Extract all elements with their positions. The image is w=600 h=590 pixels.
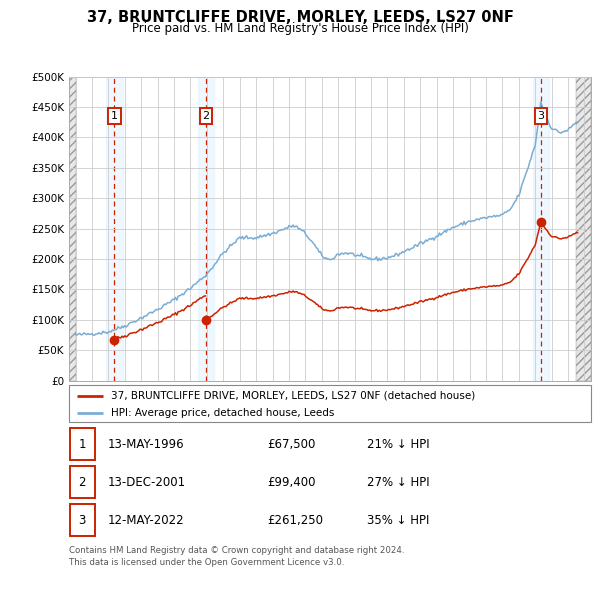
Text: 3: 3 [79, 514, 86, 527]
Text: 2: 2 [78, 476, 86, 489]
Text: HPI: Average price, detached house, Leeds: HPI: Average price, detached house, Leed… [111, 408, 334, 418]
Text: 2: 2 [203, 111, 209, 121]
Text: Contains HM Land Registry data © Crown copyright and database right 2024.
This d: Contains HM Land Registry data © Crown c… [69, 546, 404, 567]
Bar [69, 77, 76, 381]
Text: £67,500: £67,500 [268, 438, 316, 451]
Text: 37, BRUNTCLIFFE DRIVE, MORLEY, LEEDS, LS27 0NF (detached house): 37, BRUNTCLIFFE DRIVE, MORLEY, LEEDS, LS… [111, 391, 475, 401]
Text: 13-MAY-1996: 13-MAY-1996 [108, 438, 185, 451]
Text: Price paid vs. HM Land Registry's House Price Index (HPI): Price paid vs. HM Land Registry's House … [131, 22, 469, 35]
Bar [70, 466, 95, 499]
Text: 3: 3 [538, 111, 545, 121]
Bar [70, 504, 95, 536]
Bar [106, 77, 122, 381]
Bar [576, 77, 591, 381]
Bar [533, 77, 550, 381]
Text: £261,250: £261,250 [268, 514, 323, 527]
Text: 21% ↓ HPI: 21% ↓ HPI [367, 438, 429, 451]
Text: 1: 1 [78, 438, 86, 451]
Bar [198, 77, 214, 381]
Text: 37, BRUNTCLIFFE DRIVE, MORLEY, LEEDS, LS27 0NF: 37, BRUNTCLIFFE DRIVE, MORLEY, LEEDS, LS… [86, 10, 514, 25]
Text: 35% ↓ HPI: 35% ↓ HPI [367, 514, 429, 527]
Text: 1: 1 [111, 111, 118, 121]
Bar [70, 428, 95, 460]
Text: 13-DEC-2001: 13-DEC-2001 [108, 476, 186, 489]
Text: 27% ↓ HPI: 27% ↓ HPI [367, 476, 429, 489]
Text: 12-MAY-2022: 12-MAY-2022 [108, 514, 185, 527]
Text: £99,400: £99,400 [268, 476, 316, 489]
